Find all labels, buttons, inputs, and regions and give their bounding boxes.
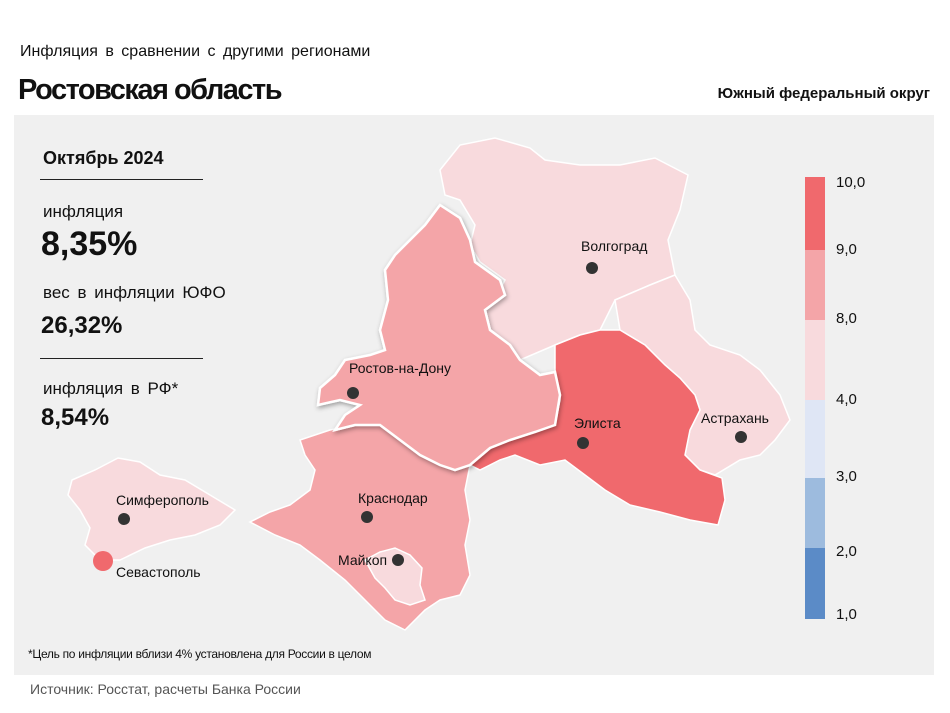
sevastopol-marker bbox=[93, 551, 113, 571]
inflation-label: инфляция bbox=[43, 202, 124, 221]
rostov-label: Ростов-на-Дону bbox=[349, 360, 451, 376]
maykop-marker bbox=[392, 554, 404, 566]
rostov-marker bbox=[347, 387, 359, 399]
volgograd-label: Волгоград bbox=[581, 238, 647, 254]
krasnodar-marker bbox=[361, 511, 373, 523]
legend-segment-4-8 bbox=[805, 320, 825, 400]
elista-marker bbox=[577, 437, 589, 449]
source-note: Источник: Росстат, расчеты Банка России bbox=[30, 681, 301, 697]
astrakhan-marker bbox=[735, 431, 747, 443]
legend-tick-3: 3,0 bbox=[836, 468, 857, 485]
weight-label: вес в инфляции ЮФО bbox=[43, 283, 226, 302]
legend-tick-4: 4,0 bbox=[836, 391, 857, 408]
krasnodar-label: Краснодар bbox=[358, 490, 428, 506]
legend-tick-10: 10,0 bbox=[836, 174, 866, 191]
astrakhan-label: Астрахань bbox=[701, 410, 769, 426]
elista-label: Элиста bbox=[574, 415, 621, 431]
legend-segment-9-10 bbox=[805, 177, 825, 250]
inflation-value: 8,35% bbox=[41, 225, 138, 263]
legend-segment-3-4 bbox=[805, 400, 825, 478]
legend-tick-2: 2,0 bbox=[836, 543, 857, 560]
legend-tick-8: 8,0 bbox=[836, 310, 857, 327]
period-label: Октябрь 2024 bbox=[43, 148, 164, 168]
maykop-label: Майкоп bbox=[338, 552, 387, 568]
region-title: Ростовская область bbox=[18, 74, 283, 106]
sevastopol-label: Севастополь bbox=[116, 564, 201, 580]
volgograd-marker bbox=[586, 262, 598, 274]
legend-tick-9: 9,0 bbox=[836, 241, 857, 258]
divider-top bbox=[40, 179, 203, 180]
legend-segment-2-3 bbox=[805, 478, 825, 548]
legend-segment-8-9 bbox=[805, 250, 825, 320]
region-rostov bbox=[316, 203, 562, 472]
simferopol-marker bbox=[118, 513, 130, 525]
footnote: *Цель по инфляции вблизи 4% установлена … bbox=[28, 647, 372, 661]
simferopol-label: Симферополь bbox=[116, 492, 209, 508]
divider-bottom bbox=[40, 358, 203, 359]
region-simferopol bbox=[67, 457, 237, 561]
legend-tick-1: 1,0 bbox=[836, 606, 857, 623]
district-name: Южный федеральный округ bbox=[717, 85, 930, 102]
russia-inflation-value: 8,54% bbox=[41, 404, 110, 431]
region-maykop bbox=[363, 547, 426, 606]
russia-inflation-label: инфляция в РФ* bbox=[43, 379, 179, 398]
weight-value: 26,32% bbox=[41, 312, 123, 339]
chart-supertitle: Инфляция в сравнении с другими регионами bbox=[20, 43, 371, 60]
legend-segment-1-2 bbox=[805, 548, 825, 619]
